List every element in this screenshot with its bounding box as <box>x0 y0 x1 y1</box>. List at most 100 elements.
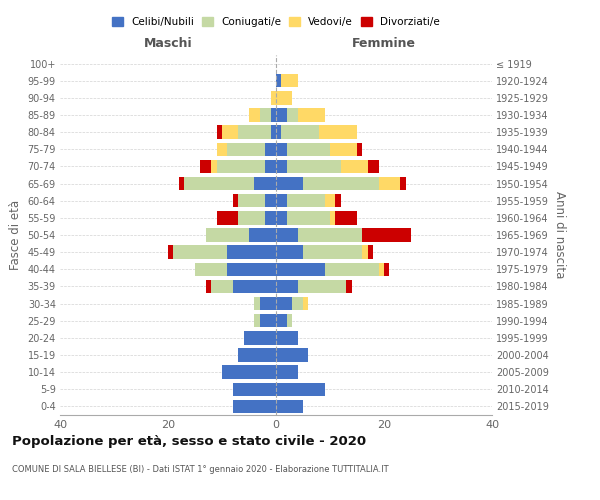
Bar <box>303 177 379 190</box>
Bar <box>276 297 292 310</box>
Bar <box>227 246 276 259</box>
Bar <box>276 382 325 396</box>
Bar <box>292 297 303 310</box>
Bar <box>298 228 362 241</box>
Bar <box>260 314 276 328</box>
Bar <box>249 108 260 122</box>
Bar <box>217 211 238 224</box>
Bar <box>233 194 238 207</box>
Bar <box>341 160 368 173</box>
Text: COMUNE DI SALA BIELLESE (BI) - Dati ISTAT 1° gennaio 2020 - Elaborazione TUTTITA: COMUNE DI SALA BIELLESE (BI) - Dati ISTA… <box>12 465 389 474</box>
Bar <box>265 211 276 224</box>
Bar <box>281 74 298 88</box>
Bar <box>276 262 325 276</box>
Bar <box>217 142 227 156</box>
Bar <box>206 228 249 241</box>
Bar <box>325 262 379 276</box>
Bar <box>195 262 227 276</box>
Bar <box>254 177 276 190</box>
Bar <box>357 142 362 156</box>
Bar <box>335 211 357 224</box>
Bar <box>281 126 319 139</box>
Bar <box>276 74 281 88</box>
Bar <box>335 194 341 207</box>
Bar <box>168 246 173 259</box>
Bar <box>362 228 411 241</box>
Bar <box>276 177 303 190</box>
Bar <box>233 400 276 413</box>
Bar <box>276 228 298 241</box>
Text: Femmine: Femmine <box>352 37 416 50</box>
Bar <box>238 348 276 362</box>
Bar <box>287 314 292 328</box>
Bar <box>222 366 276 379</box>
Bar <box>276 246 303 259</box>
Bar <box>276 211 287 224</box>
Bar <box>271 108 276 122</box>
Bar <box>287 194 325 207</box>
Bar <box>287 211 330 224</box>
Bar <box>303 297 308 310</box>
Bar <box>276 91 292 104</box>
Bar <box>265 160 276 173</box>
Bar <box>206 280 211 293</box>
Bar <box>346 280 352 293</box>
Bar <box>368 246 373 259</box>
Bar <box>211 160 217 173</box>
Bar <box>298 280 346 293</box>
Bar <box>330 142 357 156</box>
Bar <box>276 160 287 173</box>
Bar <box>200 160 211 173</box>
Bar <box>244 331 276 344</box>
Bar <box>233 280 276 293</box>
Bar <box>222 126 238 139</box>
Bar <box>276 314 287 328</box>
Y-axis label: Anni di nascita: Anni di nascita <box>553 192 566 278</box>
Bar <box>179 177 184 190</box>
Bar <box>217 160 265 173</box>
Bar <box>276 348 308 362</box>
Bar <box>362 246 368 259</box>
Bar <box>254 314 260 328</box>
Bar <box>238 194 265 207</box>
Bar <box>265 194 276 207</box>
Bar <box>379 262 384 276</box>
Bar <box>287 108 298 122</box>
Bar <box>276 194 287 207</box>
Bar <box>330 211 335 224</box>
Bar <box>276 400 303 413</box>
Bar <box>260 108 271 122</box>
Bar <box>379 177 400 190</box>
Bar <box>227 142 265 156</box>
Bar <box>184 177 254 190</box>
Bar <box>368 160 379 173</box>
Bar <box>260 297 276 310</box>
Legend: Celibi/Nubili, Coniugati/e, Vedovi/e, Divorziati/e: Celibi/Nubili, Coniugati/e, Vedovi/e, Di… <box>112 17 440 27</box>
Bar <box>384 262 389 276</box>
Bar <box>298 108 325 122</box>
Bar <box>211 280 233 293</box>
Text: Popolazione per età, sesso e stato civile - 2020: Popolazione per età, sesso e stato civil… <box>12 435 366 448</box>
Bar <box>254 297 260 310</box>
Bar <box>217 126 222 139</box>
Bar <box>249 228 276 241</box>
Bar <box>233 382 276 396</box>
Bar <box>276 331 298 344</box>
Bar <box>325 194 335 207</box>
Bar <box>227 262 276 276</box>
Bar <box>276 142 287 156</box>
Text: Maschi: Maschi <box>143 37 193 50</box>
Bar <box>265 142 276 156</box>
Bar <box>276 366 298 379</box>
Bar <box>276 280 298 293</box>
Bar <box>238 126 271 139</box>
Bar <box>319 126 357 139</box>
Bar <box>271 126 276 139</box>
Bar <box>238 211 265 224</box>
Bar <box>303 246 362 259</box>
Y-axis label: Fasce di età: Fasce di età <box>9 200 22 270</box>
Bar <box>287 160 341 173</box>
Bar <box>276 108 287 122</box>
Bar <box>276 126 281 139</box>
Bar <box>400 177 406 190</box>
